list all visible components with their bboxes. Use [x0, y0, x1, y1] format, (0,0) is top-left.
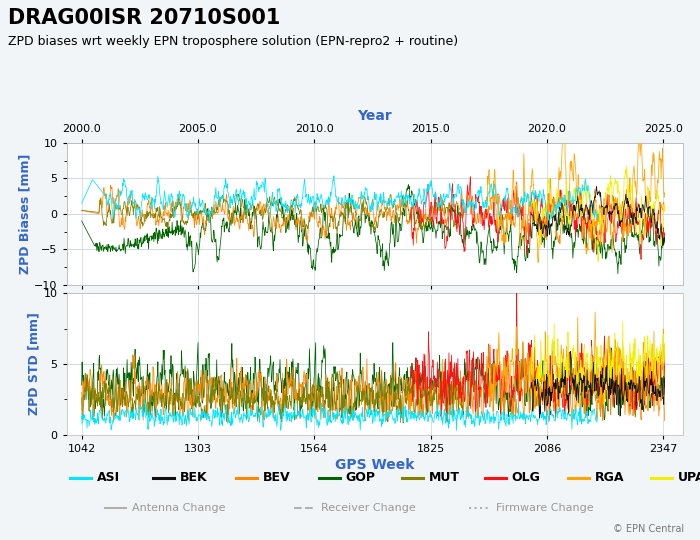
Text: GOP: GOP: [346, 471, 376, 484]
X-axis label: Year: Year: [357, 109, 392, 123]
Text: Firmware Change: Firmware Change: [496, 503, 593, 512]
Text: RGA: RGA: [594, 471, 624, 484]
Text: UPA: UPA: [678, 471, 700, 484]
Y-axis label: ZPD STD [mm]: ZPD STD [mm]: [28, 313, 41, 415]
Y-axis label: ZPD Biases [mm]: ZPD Biases [mm]: [18, 154, 32, 274]
Text: BEV: BEV: [262, 471, 290, 484]
X-axis label: GPS Week: GPS Week: [335, 458, 414, 472]
Text: MUT: MUT: [428, 471, 460, 484]
Text: © EPN Central: © EPN Central: [613, 523, 685, 534]
Text: Antenna Change: Antenna Change: [132, 503, 225, 512]
Text: Receiver Change: Receiver Change: [321, 503, 415, 512]
Text: DRAG00ISR 20710S001: DRAG00ISR 20710S001: [8, 8, 281, 28]
Text: BEK: BEK: [180, 471, 207, 484]
Text: ZPD biases wrt weekly EPN troposphere solution (EPN-repro2 + routine): ZPD biases wrt weekly EPN troposphere so…: [8, 35, 458, 48]
Text: ASI: ASI: [97, 471, 120, 484]
Text: OLG: OLG: [512, 471, 540, 484]
